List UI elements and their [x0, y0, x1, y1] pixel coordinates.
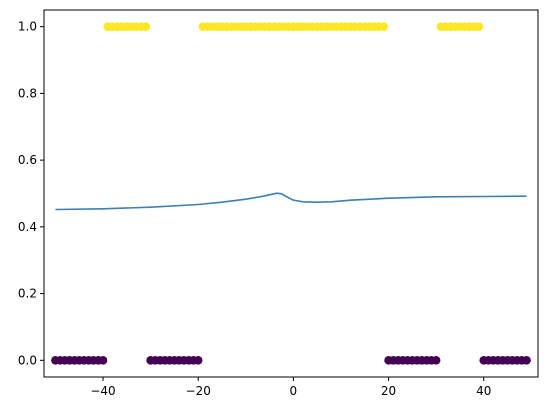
ticks-layer: −40 −20 0 20 40 0.0 0.2 0.4 0.6 0.8 1.0 — [18, 20, 491, 398]
probability-line — [55, 192, 527, 211]
points-layer — [51, 22, 531, 365]
scatter-point — [522, 356, 531, 365]
x-tick-label: −40 — [90, 384, 115, 398]
y-tick-label: 0.0 — [18, 353, 37, 367]
line-layer — [55, 192, 527, 211]
y-tick-label: 0.6 — [18, 153, 37, 167]
x-tick-label: 40 — [476, 384, 491, 398]
x-tick-label: 20 — [381, 384, 396, 398]
x-tick-label: 0 — [290, 384, 298, 398]
y-tick-label: 0.8 — [18, 86, 37, 100]
y-tick-label: 0.2 — [18, 287, 37, 301]
y-tick-label: 1.0 — [18, 20, 37, 34]
y-tick-label: 0.4 — [18, 220, 37, 234]
axes-frame — [43, 9, 539, 378]
scatter-point — [193, 356, 203, 365]
scatter-point — [98, 356, 108, 365]
scatter-point — [431, 356, 441, 365]
scatter-point — [379, 22, 389, 31]
scatter-point — [474, 22, 484, 31]
scatter-point — [141, 22, 151, 31]
x-tick-label: −20 — [186, 384, 211, 398]
